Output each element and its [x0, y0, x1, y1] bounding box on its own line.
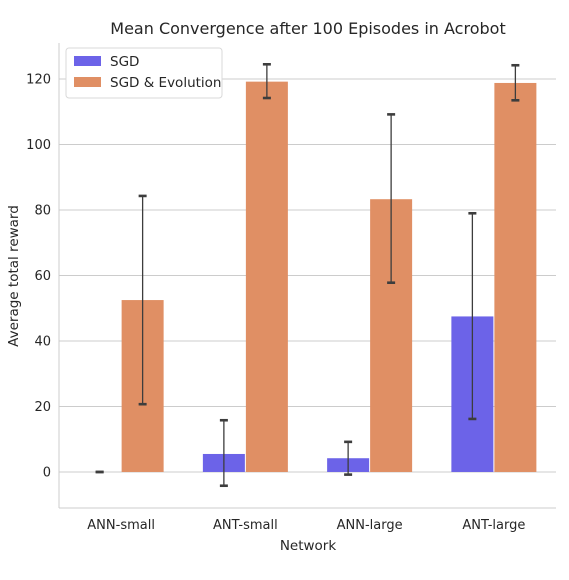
error-bar — [138, 194, 147, 406]
x-tick-label: ANN-small — [87, 518, 155, 533]
legend-label-sgd-evolution: SGD & Evolution — [110, 75, 221, 91]
error-bar — [344, 440, 353, 476]
y-tick-label: 0 — [43, 465, 51, 480]
x-axis-label: Network — [280, 538, 337, 554]
axes — [58, 43, 556, 509]
y-tick-label: 20 — [34, 400, 51, 415]
chart-title: Mean Convergence after 100 Episodes in A… — [110, 19, 505, 38]
y-tick-label: 100 — [26, 138, 51, 153]
legend-swatch-sgd — [74, 56, 101, 66]
error-bar — [262, 62, 271, 100]
legend-swatch-sgd-evolution — [74, 77, 101, 87]
x-tick-label: ANN-large — [337, 518, 403, 533]
x-tick-label: ANT-large — [462, 518, 525, 533]
legend-label-sgd: SGD — [110, 54, 139, 70]
y-axis-label: Average total reward — [6, 205, 22, 347]
error-bar — [511, 63, 520, 102]
legend-frame — [65, 47, 223, 99]
x-tick-label: ANT-small — [213, 518, 278, 533]
x-tick-labels: ANN-small ANT-small ANN-large ANT-large — [87, 518, 525, 533]
error-bars — [95, 62, 520, 488]
y-tick-label: 40 — [34, 334, 51, 349]
bar-sgd-evolution-ant-small — [245, 81, 288, 472]
error-bar — [219, 418, 228, 488]
error-bar — [387, 113, 396, 285]
bar-sgd-evolution-ant-large — [494, 82, 537, 472]
y-tick-label: 60 — [34, 269, 51, 284]
error-bar — [468, 211, 477, 421]
y-tick-label: 120 — [26, 73, 51, 88]
bars — [121, 81, 537, 472]
y-tick-labels: 0 20 40 60 80 100 120 — [26, 73, 51, 481]
y-tick-label: 80 — [34, 204, 51, 219]
legend: SGD SGD & Evolution — [65, 47, 223, 99]
